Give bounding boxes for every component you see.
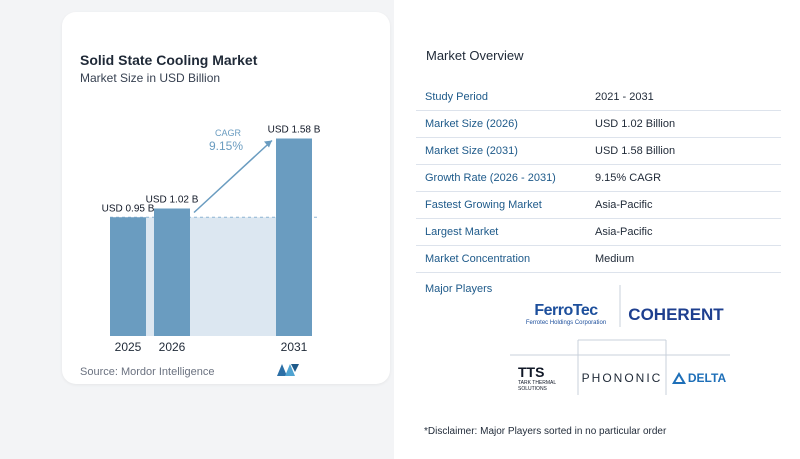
disclaimer-text: *Disclaimer: Major Players sorted in no … xyxy=(424,426,667,437)
ferrotec-logo-text: FerroTec xyxy=(534,302,598,319)
logo-phononic: PHONONIC xyxy=(580,367,664,389)
cagr-arrow xyxy=(193,139,273,214)
row-value: USD 1.58 Billion xyxy=(595,145,676,157)
overview-row: Growth Rate (2026 - 2031) 9.15% CAGR xyxy=(416,165,781,192)
overview-row: Study Period 2021 - 2031 xyxy=(416,84,781,111)
logo-ferrotec: FerroTec Ferrotec Holdings Corporation xyxy=(514,297,618,331)
row-value: 2021 - 2031 xyxy=(595,91,654,103)
row-value: Medium xyxy=(595,253,635,265)
chart-title: Solid State Cooling Market xyxy=(80,52,258,68)
bar-chart: USD 0.95 B 2025 USD 1.02 B 2026 USD 1.58 B 20… xyxy=(102,125,321,355)
overview-title: Market Overview xyxy=(426,48,524,63)
bar-data-label: USD 1.02 B xyxy=(146,195,199,206)
bar-data-label: USD 0.95 B xyxy=(102,203,155,214)
logo-tts: TTS TARK THERMAL SOLUTIONS xyxy=(510,363,576,393)
players-logo-grid: FerroTec Ferrotec Holdings Corporation C… xyxy=(510,285,730,395)
ferrotec-logo-sub: Ferrotec Holdings Corporation xyxy=(525,320,607,326)
row-label: Fastest Growing Market xyxy=(425,199,542,211)
overview-row: Market Concentration Medium xyxy=(416,246,781,273)
delta-logo-text: DELTA xyxy=(687,371,727,385)
bar-data-label: USD 1.58 B xyxy=(268,125,321,136)
row-label: Market Size (2031) xyxy=(425,145,518,157)
x-tick-label: 2025 xyxy=(115,340,142,354)
cagr-value: 9.15% xyxy=(209,139,243,153)
x-tick-label: 2026 xyxy=(159,340,186,354)
overview-row: Fastest Growing Market Asia-Pacific xyxy=(416,192,781,219)
row-value: USD 1.02 Billion xyxy=(595,118,676,130)
row-label: Market Concentration xyxy=(425,253,531,265)
overview-table: Study Period 2021 - 2031 Market Size (202… xyxy=(416,84,781,273)
bar xyxy=(276,138,312,336)
chart-subtitle: Market Size in USD Billion xyxy=(80,71,221,85)
row-label: Market Size (2026) xyxy=(425,118,518,130)
source-text: Source: Mordor Intelligence xyxy=(80,366,215,378)
phononic-logo-text: PHONONIC xyxy=(581,371,663,385)
coherent-logo-text: COHERENT xyxy=(628,305,724,324)
logo-grid-lines xyxy=(510,285,730,395)
tts-logo-sub: TARK THERMAL SOLUTIONS xyxy=(518,380,556,392)
x-tick-label: 2031 xyxy=(281,340,308,354)
row-value: 9.15% CAGR xyxy=(595,172,662,184)
overview-panel: Market Overview Study Period 2021 - 2031 … xyxy=(394,0,800,459)
row-label: Study Period xyxy=(425,91,488,103)
delta-triangle-icon xyxy=(671,372,686,384)
overview-row: Market Size (2031) USD 1.58 Billion xyxy=(416,138,781,165)
logo-delta: DELTA xyxy=(668,367,730,389)
players-title: Major Players xyxy=(425,283,493,295)
overview-row: Largest Market Asia-Pacific xyxy=(416,219,781,246)
overview-row: Market Size (2026) USD 1.02 Billion xyxy=(416,111,781,138)
row-value: Asia-Pacific xyxy=(595,199,653,211)
logo-coherent: COHERENT xyxy=(622,301,730,329)
row-label: Largest Market xyxy=(425,226,499,238)
mordor-logo-icon xyxy=(277,364,299,376)
bar xyxy=(110,217,146,336)
cagr-label: CAGR xyxy=(215,128,242,138)
cagr-arrowhead-icon xyxy=(264,140,272,148)
row-value: Asia-Pacific xyxy=(595,226,653,238)
row-label: Growth Rate (2026 - 2031) xyxy=(425,172,556,184)
chart-card: Solid State Cooling Market Market Size i… xyxy=(62,12,390,384)
tts-logo-text: TTS xyxy=(518,364,545,380)
bar xyxy=(154,208,190,336)
